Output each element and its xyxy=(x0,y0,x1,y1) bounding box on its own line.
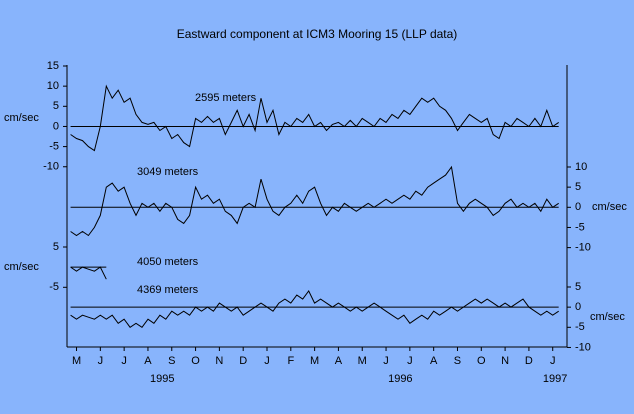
y-tick-label: 10 xyxy=(47,80,59,92)
x-tick-label: A xyxy=(335,355,343,367)
x-tick-label: J xyxy=(121,355,127,367)
y-tick-label: 0 xyxy=(575,301,581,313)
y-tick-label: 10 xyxy=(575,161,587,173)
y-tick-label: -5 xyxy=(49,141,59,153)
x-tick-label: J xyxy=(383,355,389,367)
y-tick-label: 0 xyxy=(575,201,581,213)
series-label: 4369 meters xyxy=(137,284,199,296)
y-tick-label: 5 xyxy=(53,100,59,112)
x-tick-label: A xyxy=(144,355,152,367)
x-tick-label: O xyxy=(477,355,486,367)
x-tick-label: S xyxy=(454,355,461,367)
x-tick-label: M xyxy=(310,355,319,367)
x-tick-label: F xyxy=(287,355,294,367)
y-tick-label: -5 xyxy=(575,221,585,233)
chart-title: Eastward component at ICM3 Mooring 15 (L… xyxy=(177,27,458,41)
y-tick-label: -5 xyxy=(49,281,59,293)
x-tick-label: N xyxy=(215,355,223,367)
series-label: 2595 meters xyxy=(195,92,257,104)
unit-label: cm/sec xyxy=(590,311,625,323)
y-tick-label: 5 xyxy=(575,181,581,193)
x-tick-label: J xyxy=(550,355,556,367)
x-tick-label: S xyxy=(168,355,175,367)
y-tick-label: 0 xyxy=(53,120,59,132)
data-line xyxy=(70,290,559,328)
y-tick-label: 5 xyxy=(53,241,59,253)
x-tick-label: N xyxy=(501,355,509,367)
data-line xyxy=(70,165,559,237)
unit-label: cm/sec xyxy=(592,201,627,213)
series-label: 3049 meters xyxy=(137,166,199,178)
data-line xyxy=(70,84,559,152)
x-tick-label: J xyxy=(98,355,104,367)
data-line xyxy=(70,266,107,280)
x-tick-label: D xyxy=(239,355,247,367)
y-tick-label: -10 xyxy=(43,161,59,173)
x-tick-label: D xyxy=(525,355,533,367)
year-label: 1997 xyxy=(543,373,567,385)
y-tick-label: 15 xyxy=(47,60,59,72)
x-tick-label: O xyxy=(191,355,200,367)
x-tick-label: J xyxy=(407,355,413,367)
x-tick-label: A xyxy=(430,355,438,367)
y-tick-label: -5 xyxy=(575,321,585,333)
x-tick-label: M xyxy=(72,355,81,367)
x-tick-label: M xyxy=(358,355,367,367)
y-tick-label: 5 xyxy=(575,281,581,293)
year-label: 1995 xyxy=(150,373,174,385)
series-label: 4050 meters xyxy=(137,256,199,268)
unit-label: cm/sec xyxy=(4,261,39,273)
x-tick-label: J xyxy=(264,355,270,367)
year-label: 1996 xyxy=(388,373,412,385)
y-tick-label: -10 xyxy=(575,341,591,353)
unit-label: cm/sec xyxy=(4,112,39,124)
y-tick-label: -10 xyxy=(575,242,591,254)
